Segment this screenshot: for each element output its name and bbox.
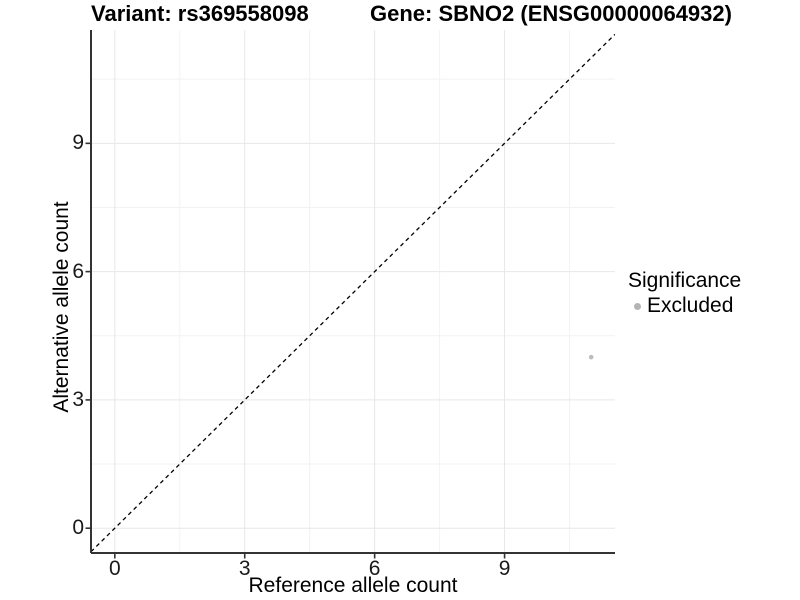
y-axis-title: Alternative allele count — [50, 201, 73, 413]
identity-dashed-line — [91, 33, 615, 553]
x-tick-label: 0 — [108, 557, 121, 580]
legend-title: Significance — [628, 269, 742, 292]
x-tick-label: 9 — [498, 557, 511, 580]
data-point — [588, 354, 594, 360]
plot-panel — [85, 30, 615, 559]
x-tick-label: 3 — [238, 557, 251, 580]
y-tick-label: 9 — [72, 131, 84, 155]
x-tick-label: 6 — [368, 557, 381, 580]
x-axis-title: Reference allele count — [248, 574, 458, 597]
y-tick-label: 0 — [72, 516, 84, 540]
plot-title-gene: Gene: SBNO2 (ENSG00000064932) — [370, 1, 732, 26]
legend-item-excluded: Excluded — [628, 294, 741, 318]
y-tick-label: 6 — [72, 259, 84, 283]
plot-title-variant: Variant: rs369558098 — [91, 1, 309, 26]
legend-item-label: Excluded — [647, 294, 734, 317]
legend: Significance Excluded — [628, 268, 741, 318]
excluded-point-icon — [634, 302, 641, 310]
y-tick-label: 3 — [72, 387, 84, 411]
